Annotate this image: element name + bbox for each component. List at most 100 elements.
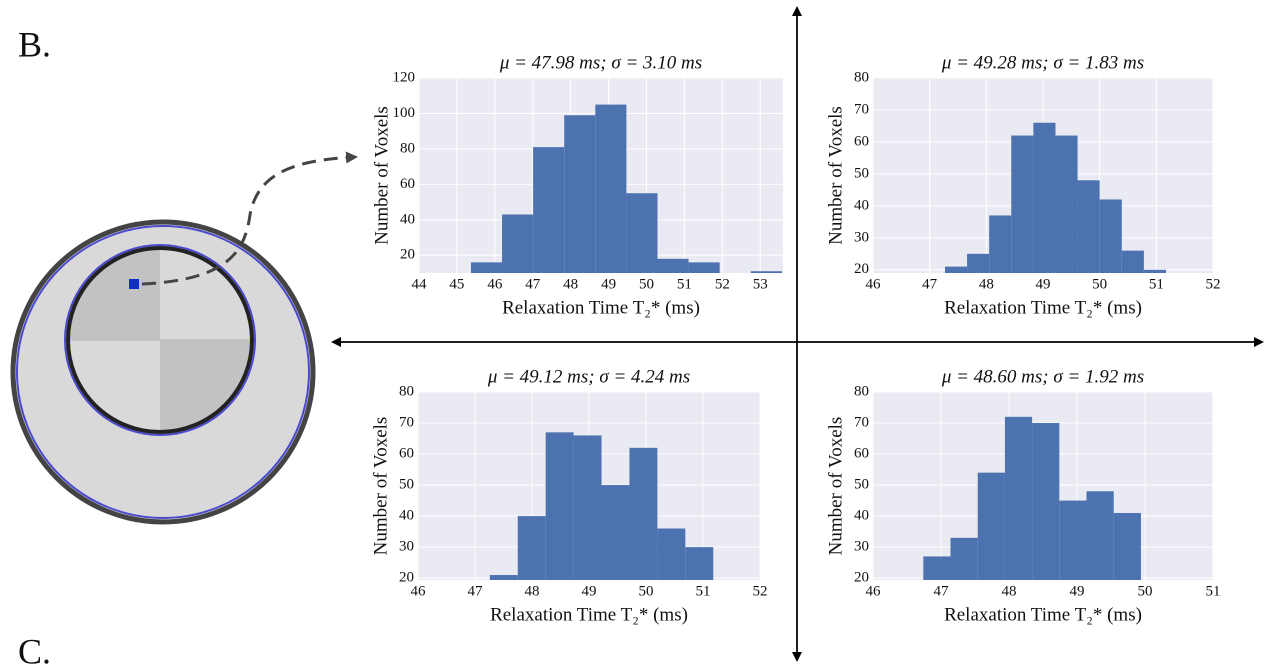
y-tick-label: 80 — [854, 383, 869, 399]
x-tick-label: 45 — [449, 276, 464, 292]
y-tick-label: 20 — [399, 570, 414, 586]
y-tick-label: 30 — [399, 539, 414, 555]
y-tick-label: 30 — [854, 539, 869, 555]
x-tick-label: 52 — [715, 276, 730, 292]
y-tick-label: 50 — [854, 165, 869, 181]
x-tick-label: 52 — [1206, 276, 1221, 292]
x-tick-label: 50 — [639, 276, 654, 292]
bar — [502, 214, 534, 273]
bar — [1113, 512, 1141, 580]
y-tick-label: 20 — [400, 247, 415, 263]
x-axis-label: Relaxation Time T₂* (ms) — [490, 604, 688, 625]
y-tick-label: 80 — [854, 69, 869, 85]
bar — [1086, 491, 1114, 580]
x-tick-label: 53 — [753, 276, 768, 292]
panel-label: B. — [18, 24, 51, 64]
y-tick-label: 50 — [399, 477, 414, 493]
x-tick-label: 50 — [1092, 276, 1107, 292]
bar — [1033, 122, 1056, 274]
x-tick-label: 50 — [1138, 583, 1153, 599]
y-tick-label: 80 — [400, 140, 415, 156]
y-tick-label: 60 — [400, 176, 415, 192]
y-axis-label: Number of Voxels — [370, 417, 391, 556]
bar — [977, 472, 1005, 580]
y-axis-label: Number of Voxels — [371, 106, 392, 245]
x-tick-label: 47 — [525, 276, 541, 292]
bar — [967, 253, 990, 273]
y-tick-label: 40 — [399, 508, 414, 524]
bar — [1121, 250, 1144, 273]
panel-label: C. — [18, 631, 51, 665]
bar — [950, 537, 978, 580]
chart-title: μ = 47.98 ms; σ = 3.10 ms — [499, 52, 702, 73]
x-tick-label: 51 — [1206, 583, 1221, 599]
bar — [923, 556, 951, 580]
bar — [489, 575, 518, 580]
x-tick-label: 49 — [1070, 583, 1085, 599]
x-axis-label: Relaxation Time T₂* (ms) — [502, 297, 700, 318]
bar — [1032, 423, 1060, 580]
x-tick-label: 47 — [468, 583, 484, 599]
bar — [1143, 269, 1166, 273]
histogram-chart: 20 40 60 80 100 120 44 45 46 47 48 49 50 51 52 53 μ = 47… — [371, 52, 783, 318]
x-tick-label: 46 — [487, 276, 503, 292]
histogram-chart: 20 30 40 50 60 70 80 46 47 48 49 50 51 μ = 48.60 ms; … — [825, 366, 1220, 625]
x-tick-label: 47 — [934, 583, 950, 599]
x-tick-label: 48 — [563, 276, 578, 292]
bar — [626, 193, 658, 273]
x-tick-label: 48 — [979, 276, 994, 292]
x-tick-label: 48 — [1002, 583, 1017, 599]
y-tick-label: 70 — [854, 101, 869, 117]
y-tick-label: 70 — [399, 414, 414, 430]
bar — [470, 262, 503, 273]
bar — [1059, 500, 1087, 580]
quadrant-axes — [331, 6, 1264, 662]
bar — [1077, 180, 1100, 273]
x-tick-label: 46 — [866, 583, 882, 599]
x-tick-label: 49 — [601, 276, 616, 292]
bar — [595, 104, 627, 273]
chart-title: μ = 48.60 ms; σ = 1.92 ms — [941, 366, 1144, 387]
x-tick-label: 47 — [922, 276, 938, 292]
x-tick-label: 44 — [412, 276, 428, 292]
y-tick-label: 60 — [854, 445, 869, 461]
bar — [517, 516, 546, 580]
x-tick-label: 51 — [677, 276, 692, 292]
bar — [688, 262, 720, 273]
x-tick-label: 51 — [1149, 276, 1164, 292]
bar — [533, 147, 565, 273]
x-tick-label: 51 — [696, 583, 711, 599]
bar — [750, 271, 782, 273]
x-tick-label: 52 — [753, 583, 768, 599]
bar — [989, 215, 1012, 273]
y-tick-label: 40 — [854, 197, 869, 213]
x-tick-label: 49 — [582, 583, 597, 599]
y-tick-label: 80 — [399, 383, 414, 399]
bar — [629, 447, 658, 580]
bar — [1055, 135, 1078, 273]
x-tick-label: 48 — [525, 583, 540, 599]
bar — [1099, 199, 1122, 273]
y-tick-label: 20 — [854, 570, 869, 586]
bar — [564, 115, 596, 274]
y-tick-label: 40 — [854, 508, 869, 524]
bar — [944, 266, 968, 273]
chart-title: μ = 49.12 ms; σ = 4.24 ms — [487, 366, 690, 387]
bar — [573, 435, 602, 580]
y-tick-label: 20 — [854, 261, 869, 277]
y-tick-label: 120 — [393, 69, 416, 85]
bar — [601, 485, 630, 580]
y-tick-label: 50 — [854, 477, 869, 493]
x-axis-label: Relaxation Time T₂* (ms) — [944, 297, 1142, 318]
bar — [1004, 416, 1033, 580]
y-tick-label: 40 — [400, 211, 415, 227]
y-tick-label: 70 — [854, 414, 869, 430]
bar — [657, 258, 689, 273]
y-tick-label: 60 — [399, 445, 414, 461]
y-tick-label: 100 — [393, 105, 416, 121]
bar — [657, 528, 686, 580]
y-tick-label: 30 — [854, 229, 869, 245]
x-tick-label: 46 — [411, 583, 427, 599]
bar — [1011, 135, 1034, 273]
